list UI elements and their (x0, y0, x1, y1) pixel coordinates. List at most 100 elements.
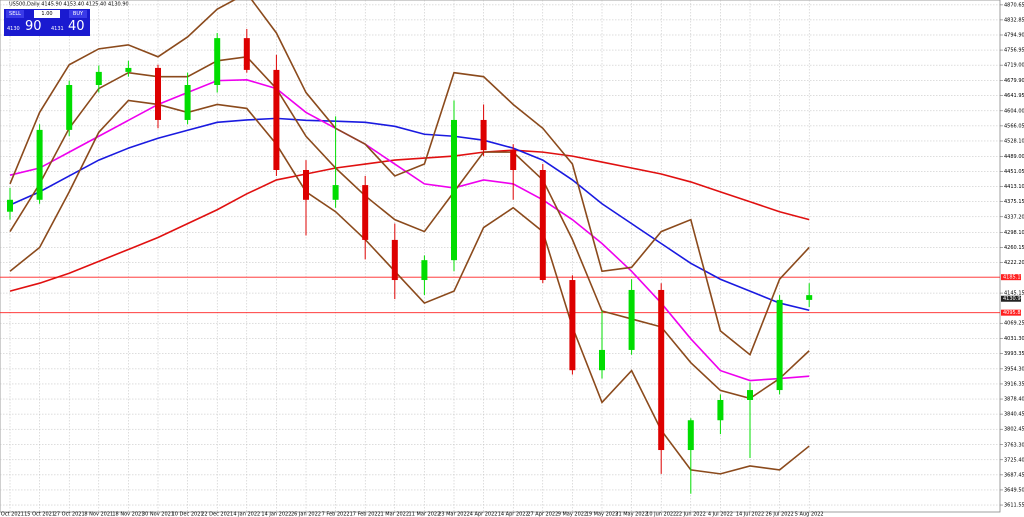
x-tick-label: 26 Jan 2022 (291, 512, 321, 517)
x-tick-label: 10 Jun 2022 (646, 512, 676, 517)
y-tick-label: 3993.35 (1004, 351, 1024, 357)
bid-small: 4130 (7, 26, 20, 32)
x-tick-label: 23 Mar 2022 (438, 512, 470, 517)
current-price-tag (1001, 295, 1021, 302)
y-tick-label: 3611.55 (1004, 503, 1024, 509)
y-tick-label: 4679.90 (1004, 78, 1024, 84)
x-tick-label: 10 Dec 2021 (172, 512, 204, 517)
candle-body (717, 399, 724, 421)
candle-body (628, 289, 635, 350)
y-tick-label: 3649.50 (1004, 487, 1024, 493)
candle-body (273, 69, 280, 171)
candle-body (569, 280, 576, 371)
y-tick-label: 4756.95 (1004, 48, 1024, 54)
x-tick-label: 22 Dec 2021 (201, 512, 233, 517)
x-tick-label: 4 Jan 2022 (233, 512, 260, 517)
x-tick-label: 15 Oct 2021 (24, 512, 55, 517)
trade-panel: SELL 1.00 BUY 4130 90 4131 40 (4, 9, 90, 36)
y-tick-label: 4832.85 (1004, 17, 1024, 23)
price-level-tag (1001, 309, 1021, 316)
candle-body (480, 119, 487, 151)
candle-body (95, 71, 102, 86)
indicator-line (9, 79, 810, 382)
x-tick-label: 17 Feb 2022 (350, 512, 381, 517)
x-tick-label: 8 Nov 2021 (84, 512, 113, 517)
sell-button[interactable]: SELL (6, 10, 24, 18)
buy-button[interactable]: BUY (69, 10, 87, 18)
indicator-line (9, 0, 810, 357)
candle-body (184, 85, 191, 120)
x-tick-label: 5 Oct 2021 (0, 512, 24, 517)
indicator-line (9, 55, 810, 400)
current-price-label: 4130.90 (1003, 296, 1024, 302)
candles (7, 28, 813, 494)
price-level-tag (1001, 274, 1021, 281)
x-tick-label: 14 Jul 2022 (736, 512, 764, 517)
x-tick-label: 14 Apr 2022 (498, 512, 529, 517)
y-tick-label: 4298.10 (1004, 230, 1024, 236)
y-tick-label: 3878.40 (1004, 397, 1024, 403)
y-tick-label: 4031.30 (1004, 336, 1024, 342)
indicator-line (9, 149, 810, 292)
y-tick-label: 4451.05 (1004, 169, 1024, 175)
x-tick-label: 4 Apr 2022 (470, 512, 498, 517)
x-tick-label: 27 Oct 2021 (54, 512, 85, 517)
y-tick-label: 4489.00 (1004, 154, 1024, 160)
price-level-label: 4185.19 (1003, 275, 1024, 281)
x-tick-label: 27 Apr 2022 (527, 512, 558, 517)
indicator-line (9, 117, 810, 311)
y-tick-label: 3954.30 (1004, 366, 1024, 372)
candle-body (658, 289, 665, 451)
indicator-line (9, 99, 810, 475)
candle-body (155, 67, 161, 120)
bid-big: 90 (25, 19, 42, 34)
candle-body (66, 85, 73, 130)
candle-body (125, 67, 132, 72)
plot-frame (0, 0, 1001, 513)
candle-body (362, 185, 369, 240)
candle-body (332, 185, 339, 200)
x-tick-label: 14 Jan 2022 (261, 512, 291, 517)
y-tick-label: 4719.00 (1004, 63, 1024, 69)
candle-body (510, 150, 517, 171)
x-tick-label: 26 Jul 2022 (765, 512, 793, 517)
x-tick-label: 11 Mar 2022 (409, 512, 441, 517)
x-tick-label: 9 May 2022 (558, 512, 587, 517)
candle-body (451, 119, 457, 261)
chart-title: US500,Daily 4145.90 4153.40 4125.40 4130… (9, 2, 129, 8)
x-tick-label: 30 Nov 2021 (142, 512, 174, 517)
y-tick-label: 3840.45 (1004, 412, 1024, 418)
ask-small: 4131 (51, 26, 64, 32)
y-tick-label: 4794.90 (1004, 32, 1024, 38)
y-tick-label: 4375.15 (1004, 199, 1024, 205)
y-tick-label: 4337.20 (1004, 214, 1024, 220)
candle-body (747, 390, 753, 400)
candle-body (539, 170, 546, 281)
volume-field[interactable]: 1.00 (34, 10, 60, 18)
x-tick-label: 22 Jun 2022 (676, 512, 706, 517)
ask-big: 40 (68, 19, 85, 34)
candle-body (243, 38, 250, 70)
y-tick-label: 3916.35 (1004, 381, 1024, 387)
candle-body (303, 170, 309, 200)
y-tick-label: 4604.00 (1004, 108, 1024, 114)
y-tick-label: 4528.10 (1004, 138, 1024, 144)
x-tick-label: 5 Aug 2022 (795, 512, 824, 517)
price-level-label: 4095.83 (1003, 310, 1024, 316)
x-tick-label: 18 Nov 2021 (112, 512, 144, 517)
y-tick-label: 4145.15 (1004, 291, 1024, 297)
y-tick-label: 3763.30 (1004, 442, 1024, 448)
x-tick-label: 1 Mar 2022 (381, 512, 410, 517)
candle-body (687, 420, 694, 451)
x-tick-label: 7 Feb 2022 (322, 512, 350, 517)
candle-body (599, 349, 605, 371)
candle-body (806, 295, 813, 300)
y-tick-label: 3687.45 (1004, 472, 1024, 478)
y-tick-label: 4222.20 (1004, 260, 1024, 266)
y-tick-label: 3802.45 (1004, 427, 1024, 433)
candle-body (7, 199, 13, 212)
y-tick-label: 4260.15 (1004, 245, 1024, 251)
y-tick-label: 4870.65 (1004, 2, 1024, 8)
